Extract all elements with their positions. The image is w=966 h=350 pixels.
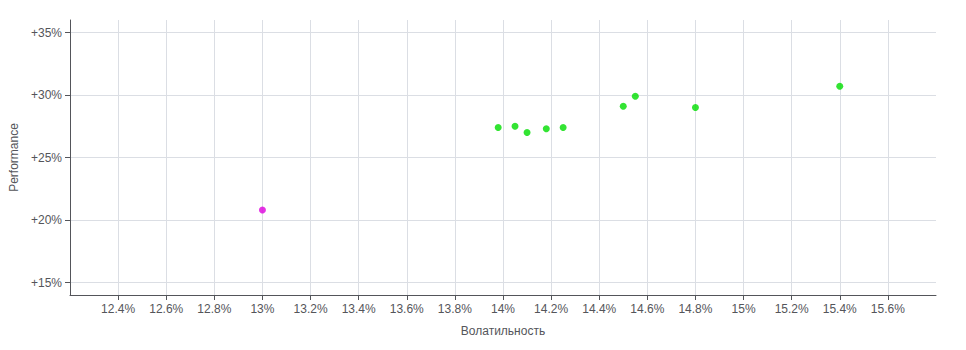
svg-text:+30%: +30% bbox=[31, 88, 62, 102]
svg-text:14%: 14% bbox=[491, 302, 515, 316]
svg-text:12.8%: 12.8% bbox=[197, 302, 231, 316]
svg-text:13.6%: 13.6% bbox=[390, 302, 424, 316]
svg-text:15.2%: 15.2% bbox=[775, 302, 809, 316]
svg-text:15.4%: 15.4% bbox=[823, 302, 857, 316]
svg-text:12.6%: 12.6% bbox=[149, 302, 183, 316]
svg-text:+35%: +35% bbox=[31, 26, 62, 40]
svg-text:Performance: Performance bbox=[7, 123, 21, 192]
svg-text:14.2%: 14.2% bbox=[534, 302, 568, 316]
svg-text:12.4%: 12.4% bbox=[101, 302, 135, 316]
svg-text:13%: 13% bbox=[250, 302, 274, 316]
svg-text:15.6%: 15.6% bbox=[871, 302, 905, 316]
svg-text:+15%: +15% bbox=[31, 276, 62, 290]
svg-text:Волатильность: Волатильность bbox=[461, 324, 545, 338]
svg-text:+20%: +20% bbox=[31, 213, 62, 227]
svg-text:14.8%: 14.8% bbox=[678, 302, 712, 316]
svg-text:13.2%: 13.2% bbox=[294, 302, 328, 316]
svg-text:14.6%: 14.6% bbox=[630, 302, 664, 316]
svg-text:+25%: +25% bbox=[31, 151, 62, 165]
svg-text:15%: 15% bbox=[732, 302, 756, 316]
svg-text:13.4%: 13.4% bbox=[342, 302, 376, 316]
svg-text:14.4%: 14.4% bbox=[582, 302, 616, 316]
svg-text:13.8%: 13.8% bbox=[438, 302, 472, 316]
